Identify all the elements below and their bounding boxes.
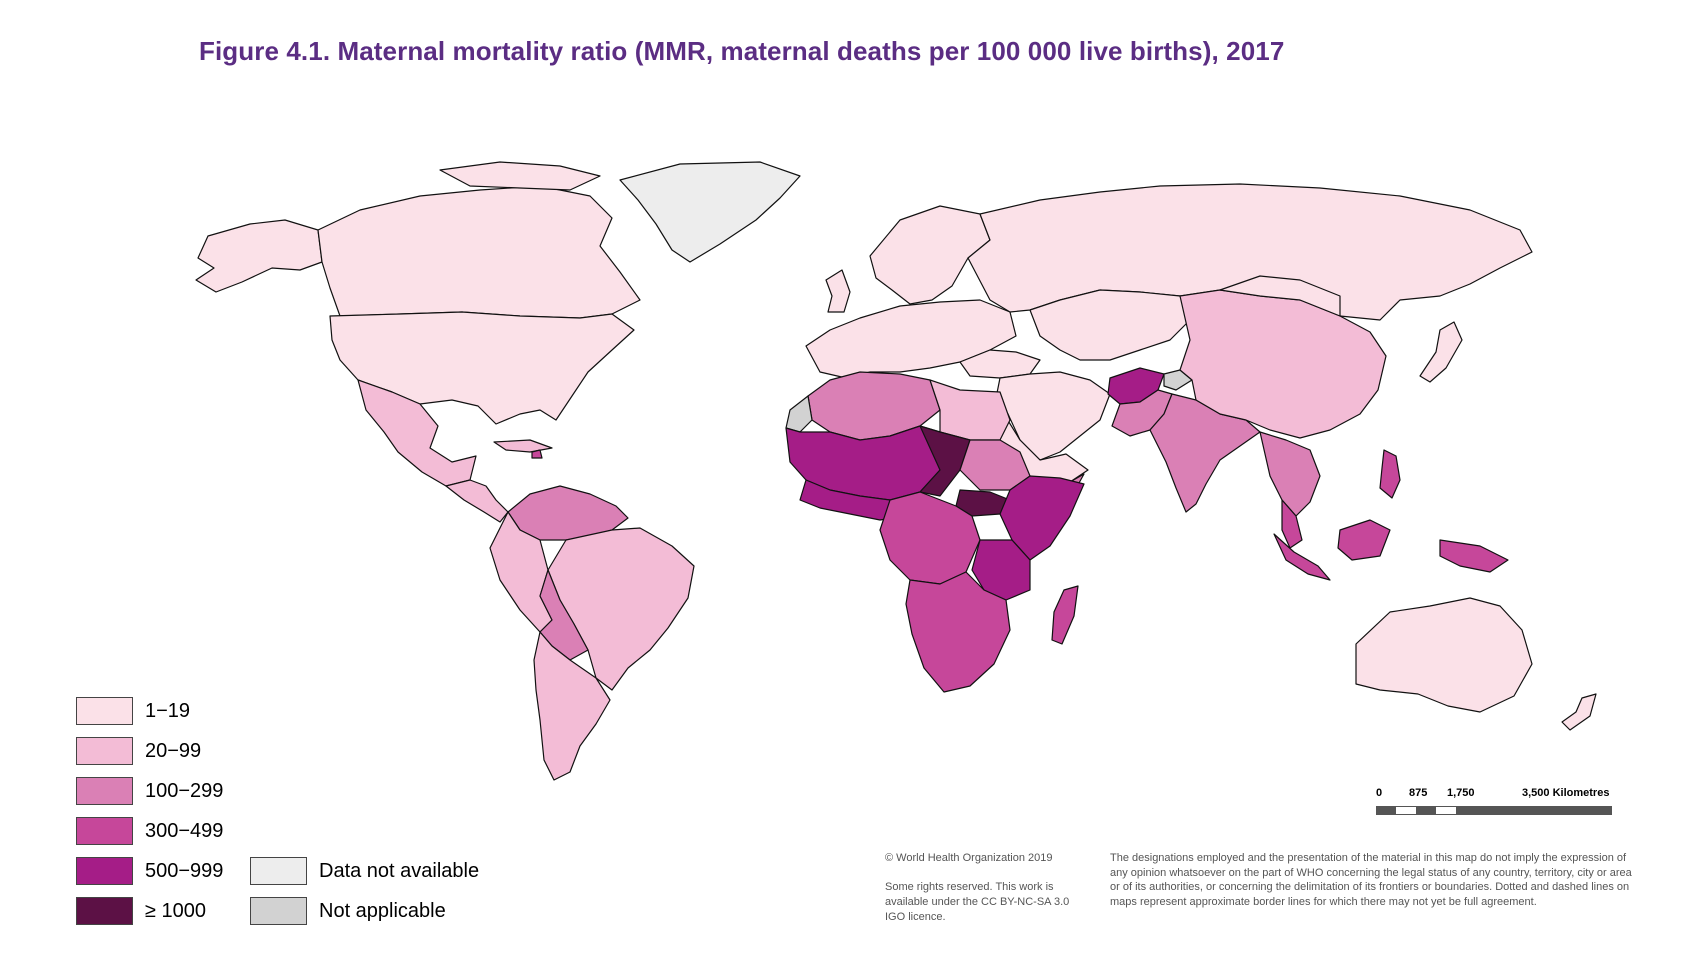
region-arctic-islands <box>439 161 601 191</box>
region-turkey <box>959 349 1041 379</box>
legend-swatch <box>76 857 133 885</box>
scale-bar-segments <box>1376 806 1612 815</box>
legend-swatch <box>76 897 133 925</box>
scale-labels: 0 875 1,750 3,500 Kilometres <box>1376 787 1626 801</box>
region-madagascar <box>1051 585 1079 645</box>
legend-label: 100−299 <box>145 779 224 802</box>
region-mongolia <box>1219 275 1341 317</box>
region-mexico <box>357 379 477 487</box>
region-sumatra-borneo <box>1273 533 1331 581</box>
region-ethiopia-horn <box>999 475 1085 561</box>
region-tanzania <box>971 539 1031 601</box>
region-haiti <box>531 449 543 459</box>
legend-swatch <box>250 897 307 925</box>
legend-label: Data not available <box>319 859 480 882</box>
licence-text: Some rights reserved. This work is avail… <box>885 881 1070 923</box>
region-india <box>1149 393 1261 513</box>
legend-item: 300−499 <box>76 816 223 846</box>
scale-bar: 0 875 1,750 3,500 Kilometres <box>1376 787 1626 827</box>
region-cuba <box>493 439 553 453</box>
legend-label: 300−499 <box>145 819 224 842</box>
legend-swatch <box>76 697 133 725</box>
region-philippines <box>1379 449 1401 499</box>
region-kashmir <box>1163 369 1193 391</box>
legend-item: 20−99 <box>76 736 201 766</box>
region-alaska <box>195 219 323 293</box>
region-russia <box>967 183 1533 321</box>
region-greenland <box>619 161 801 263</box>
scale-label: 0 <box>1376 787 1383 799</box>
region-uk <box>825 269 851 313</box>
figure-title: Figure 4.1. Maternal mortality ratio (MM… <box>199 36 1285 66</box>
region-malay <box>1281 499 1303 549</box>
legend-label: ≥ 1000 <box>145 899 207 922</box>
legend-swatch <box>76 737 133 765</box>
region-indochina <box>1259 431 1321 517</box>
legend-item: Not applicable <box>250 896 446 926</box>
disclaimer-text: The designations employed and the presen… <box>1110 852 1632 908</box>
copyright-notice: © World Health Organization 2019 Some ri… <box>885 851 1085 939</box>
legend-item: ≥ 1000 <box>76 896 206 926</box>
legend-label: 500−999 <box>145 859 224 882</box>
region-argentina-chile <box>533 631 611 781</box>
scale-label: 1,750 <box>1447 787 1475 799</box>
legend-swatch <box>250 857 307 885</box>
region-japan <box>1419 321 1463 383</box>
legend-label: 1−19 <box>145 699 191 722</box>
region-western-sahara <box>785 395 813 433</box>
region-southern-africa <box>905 571 1011 693</box>
region-north-africa-west <box>807 371 941 441</box>
region-scandinavia <box>869 205 991 305</box>
legend-swatch <box>76 817 133 845</box>
region-new-guinea <box>1439 539 1509 573</box>
region-borneo <box>1337 519 1391 561</box>
legend-item: 100−299 <box>76 776 223 806</box>
region-central-america <box>445 479 509 523</box>
region-kazakhstan-central-asia <box>1029 289 1191 361</box>
region-chad-car <box>919 425 971 497</box>
region-canada <box>317 185 641 319</box>
legend-item: 1−19 <box>76 696 190 726</box>
legend-item: Data not available <box>250 856 479 886</box>
legend-label: Not applicable <box>319 899 446 922</box>
scale-label: 875 <box>1409 787 1428 799</box>
region-new-zealand <box>1561 693 1597 731</box>
legend-label: 20−99 <box>145 739 202 762</box>
scale-label: 3,500 Kilometres <box>1522 787 1610 799</box>
copyright-line: © World Health Organization 2019 <box>885 852 1053 864</box>
region-australia <box>1355 597 1533 713</box>
legend-item: 500−999 <box>76 856 223 886</box>
legend-swatch <box>76 777 133 805</box>
